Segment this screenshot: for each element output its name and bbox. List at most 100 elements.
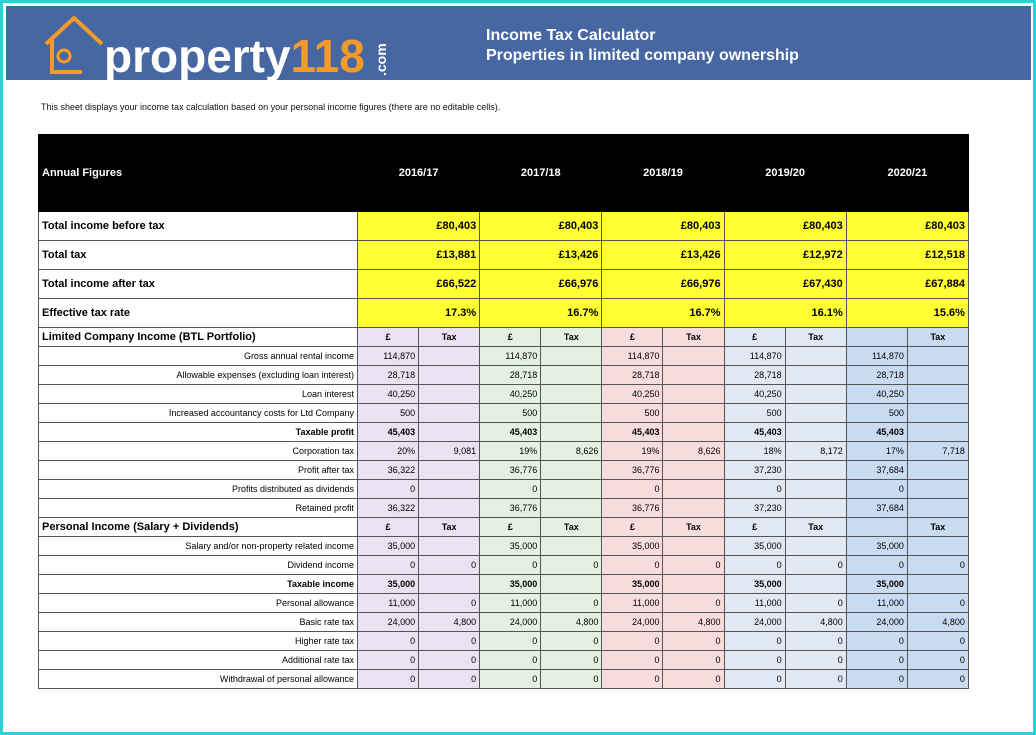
cell [418, 384, 481, 404]
cell: 0 [784, 593, 847, 613]
cell: 4,800 [906, 612, 969, 632]
cell: 0 [540, 631, 603, 651]
logo-number: 118 [291, 30, 365, 80]
cell: 114,870 [479, 346, 542, 366]
header-bar: property118 .com Income Tax Calculator P… [6, 6, 1031, 80]
row-label: Withdrawal of personal allowance [38, 669, 358, 689]
column-head: Tax [662, 517, 725, 537]
summary-label: Effective tax rate [38, 298, 358, 328]
cell: 500 [356, 403, 420, 423]
logo-house [44, 15, 104, 74]
cell: 0 [845, 479, 908, 499]
year-header: 2017/18 [479, 134, 603, 212]
cell [906, 346, 969, 366]
cell: 0 [723, 650, 786, 670]
cell: 0 [540, 555, 603, 575]
data-row: Personal allowance 11,000 0 11,000 0 11,000 0 1… [38, 593, 969, 613]
summary-value: £13,881 [356, 240, 481, 270]
cell [540, 365, 603, 385]
cell: 45,403 [845, 422, 908, 442]
cell: 0 [784, 555, 847, 575]
cell: 24,000 [723, 612, 786, 632]
data-row: Basic rate tax 24,000 4,800 24,000 4,800 24,0… [38, 612, 969, 632]
summary-value: £80,403 [723, 211, 847, 241]
cell: 0 [906, 631, 969, 651]
cell: 114,870 [845, 346, 908, 366]
cell [906, 422, 969, 442]
summary-value: 16.7% [479, 298, 603, 328]
tax-table: Annual Figures 2016/17 2017/18 2018/19 2019/… [38, 134, 969, 689]
cell: 114,870 [356, 346, 420, 366]
cell: 0 [662, 650, 725, 670]
cell: 7,718 [906, 441, 969, 461]
cell [906, 460, 969, 480]
column-head [845, 517, 908, 537]
cell: 19% [479, 441, 542, 461]
cell: 0 [479, 555, 542, 575]
cell: 19% [601, 441, 664, 461]
cell [540, 384, 603, 404]
cell [662, 460, 725, 480]
subtitle: Properties in limited company ownership [486, 47, 799, 64]
cell: 8,626 [540, 441, 603, 461]
cell: 0 [723, 479, 786, 499]
row-label: Basic rate tax [38, 612, 358, 632]
data-row: Withdrawal of personal allowance 0 0 0 0 0 0 0 0… [38, 669, 969, 689]
cell [784, 498, 847, 518]
cell: 36,776 [601, 498, 664, 518]
section-header: Personal Income (Salary + Dividends) £ Tax… [38, 517, 969, 537]
summary-value: £13,426 [601, 240, 725, 270]
row-label: Taxable income [38, 574, 358, 594]
cell [418, 498, 481, 518]
cell: 24,000 [356, 612, 420, 632]
summary-label: Total income after tax [38, 269, 358, 299]
cell [784, 384, 847, 404]
cell: 28,718 [479, 365, 542, 385]
cell: 20% [356, 441, 420, 461]
summary-value: 16.7% [601, 298, 725, 328]
year-header: 2019/20 [723, 134, 847, 212]
cell: 0 [662, 631, 725, 651]
cell: 18% [723, 441, 786, 461]
cell: 0 [479, 479, 542, 499]
section-header: Limited Company Income (BTL Portfolio) £ T… [38, 327, 969, 347]
cell: 0 [845, 669, 908, 689]
cell: 0 [356, 669, 420, 689]
cell: 0 [418, 669, 481, 689]
cell: 0 [418, 593, 481, 613]
cell [540, 498, 603, 518]
cell: 36,776 [479, 460, 542, 480]
cell: 4,800 [540, 612, 603, 632]
cell [540, 479, 603, 499]
row-label: Personal allowance [38, 593, 358, 613]
summary-value: £80,403 [356, 211, 481, 241]
cell: 11,000 [845, 593, 908, 613]
cell: 35,000 [479, 574, 542, 594]
cell: 0 [479, 650, 542, 670]
cell: 500 [845, 403, 908, 423]
cell [662, 384, 725, 404]
cell [784, 536, 847, 556]
cell [540, 422, 603, 442]
cell: 0 [479, 631, 542, 651]
cell: 0 [418, 650, 481, 670]
cell: 11,000 [723, 593, 786, 613]
column-head: £ [356, 517, 420, 537]
row-label: Taxable profit [38, 422, 358, 442]
cell [418, 574, 481, 594]
cell: 0 [662, 669, 725, 689]
cell: 28,718 [356, 365, 420, 385]
summary-value: 17.3% [356, 298, 481, 328]
cell: 35,000 [601, 536, 664, 556]
data-row: Profits distributed as dividends 0 0 0 0 0 [38, 479, 969, 499]
summary-value: £13,426 [479, 240, 603, 270]
cell: 28,718 [601, 365, 664, 385]
cell: 0 [479, 669, 542, 689]
cell: 36,776 [601, 460, 664, 480]
summary-value: £80,403 [601, 211, 725, 241]
cell: 0 [601, 555, 664, 575]
section-title: Limited Company Income (BTL Portfolio) [38, 327, 358, 347]
cell: 0 [540, 593, 603, 613]
data-row: Loan interest 40,250 40,250 40,250 40,250 40,… [38, 384, 969, 404]
data-row: Higher rate tax 0 0 0 0 0 0 0 0 0 0 [38, 631, 969, 651]
